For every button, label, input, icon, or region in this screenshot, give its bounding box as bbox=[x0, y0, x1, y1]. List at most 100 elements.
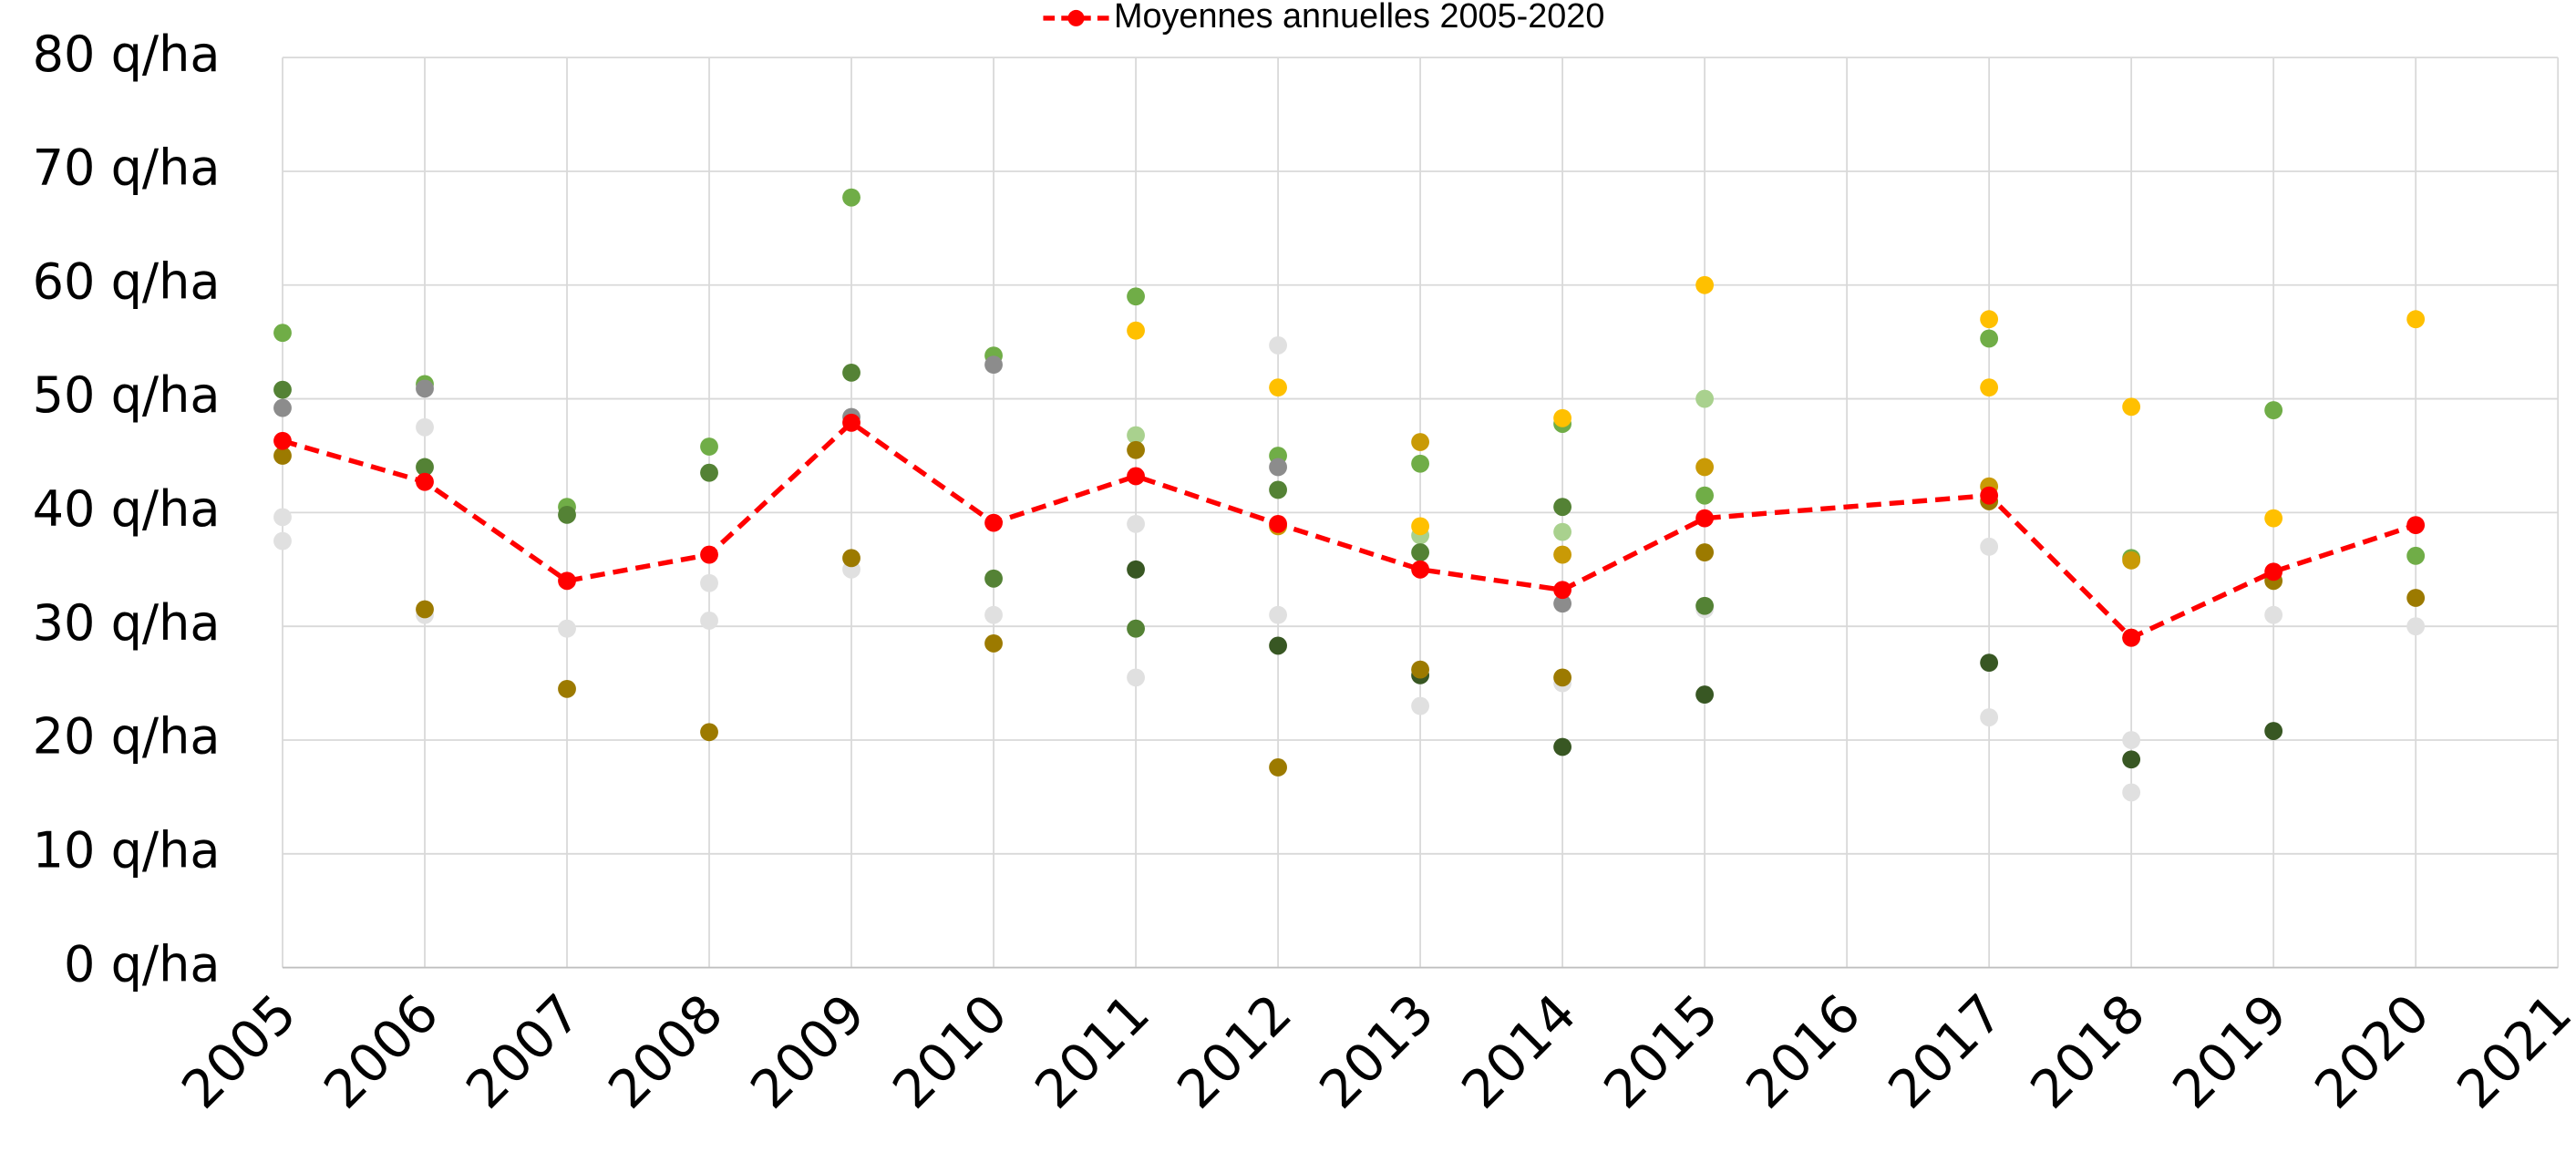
yield-point bbox=[2406, 589, 2426, 607]
y-tick-label: 50 q/ha bbox=[33, 366, 221, 424]
yield-point bbox=[1695, 543, 1715, 561]
yield-point bbox=[842, 549, 860, 568]
yield-point bbox=[2406, 546, 2426, 565]
yield-point bbox=[2122, 731, 2141, 749]
yield-point bbox=[273, 380, 292, 399]
yield-point bbox=[1269, 605, 1287, 624]
yield-point bbox=[2264, 509, 2283, 528]
yield-point bbox=[1269, 758, 1287, 777]
yield-point bbox=[1980, 329, 1999, 348]
yield-point bbox=[1695, 486, 1715, 505]
yield-point bbox=[1980, 537, 1999, 556]
yield-point bbox=[1553, 545, 1572, 564]
y-tick-label: 40 q/ha bbox=[33, 480, 221, 538]
yield-point bbox=[984, 355, 1003, 375]
average-point bbox=[558, 571, 576, 591]
yield-point bbox=[1127, 560, 1145, 579]
yield-point bbox=[273, 508, 292, 527]
yield-point bbox=[1411, 696, 1429, 715]
average-point bbox=[416, 472, 434, 491]
x-tick-label: 2009 bbox=[738, 983, 877, 1121]
yield-point bbox=[2264, 605, 2283, 624]
yield-point bbox=[558, 619, 576, 638]
yield-point bbox=[273, 447, 292, 465]
yield-point bbox=[1269, 336, 1287, 355]
legend-marker bbox=[1067, 9, 1085, 26]
average-point bbox=[700, 545, 718, 564]
yield-point bbox=[558, 505, 576, 524]
average-point bbox=[1411, 560, 1429, 579]
yield-point bbox=[2122, 550, 2141, 570]
y-tick-label: 60 q/ha bbox=[33, 252, 221, 310]
yield-point bbox=[416, 600, 434, 619]
x-tick-label: 2013 bbox=[1307, 983, 1446, 1121]
x-tick-label: 2018 bbox=[2018, 983, 2157, 1121]
yield-point bbox=[1411, 660, 1429, 679]
yield-point bbox=[1127, 287, 1145, 306]
yield-point bbox=[1553, 522, 1572, 541]
x-tick-label: 2017 bbox=[1876, 983, 2014, 1121]
yield-point bbox=[273, 398, 292, 417]
yield-point bbox=[1980, 653, 1999, 673]
yield-point bbox=[842, 363, 860, 382]
yield-point bbox=[273, 324, 292, 343]
y-tick-label: 10 q/ha bbox=[33, 821, 221, 879]
legend-label: Moyennes annuelles 2005-2020 bbox=[1114, 0, 1604, 36]
yield-point bbox=[2122, 783, 2141, 802]
x-tick-label: 2005 bbox=[170, 983, 308, 1121]
x-tick-label: 2020 bbox=[2303, 983, 2441, 1121]
yield-point bbox=[700, 723, 718, 742]
average-point bbox=[1127, 467, 1145, 486]
yield-point bbox=[1553, 594, 1572, 613]
yield-point bbox=[842, 188, 860, 207]
yield-point bbox=[700, 612, 718, 630]
average-point bbox=[2264, 562, 2283, 581]
yield-point bbox=[984, 569, 1003, 588]
yield-point bbox=[2406, 617, 2426, 636]
yield-point bbox=[2264, 722, 2283, 740]
yield-point bbox=[416, 458, 434, 477]
yield-point bbox=[2406, 310, 2426, 329]
yield-point bbox=[1553, 737, 1572, 756]
x-tick-label: 2021 bbox=[2445, 983, 2576, 1121]
y-tick-label: 80 q/ha bbox=[33, 26, 221, 83]
y-tick-label: 0 q/ha bbox=[64, 935, 220, 993]
yield-point bbox=[1411, 433, 1429, 451]
yield-point bbox=[1411, 517, 1429, 536]
x-tick-label: 2007 bbox=[454, 983, 592, 1121]
average-point bbox=[984, 513, 1003, 532]
average-point bbox=[842, 413, 860, 432]
yield-point bbox=[1269, 480, 1287, 499]
yield-point bbox=[1553, 668, 1572, 687]
yield-point bbox=[1269, 636, 1287, 655]
yield-point bbox=[984, 605, 1003, 624]
yield-point bbox=[1980, 708, 1999, 726]
yield-point bbox=[700, 573, 718, 592]
x-tick-label: 2006 bbox=[312, 983, 450, 1121]
yield-point bbox=[1127, 321, 1145, 340]
yield-point bbox=[1980, 310, 1999, 329]
average-line bbox=[282, 419, 2417, 641]
x-tick-label: 2012 bbox=[1165, 983, 1303, 1121]
yield-point bbox=[1695, 596, 1715, 615]
yield-point bbox=[1553, 408, 1572, 427]
x-tick-label: 2014 bbox=[1449, 983, 1588, 1121]
yield-point bbox=[1127, 514, 1145, 533]
average-point bbox=[1695, 509, 1715, 528]
average-point bbox=[1980, 486, 1999, 505]
y-tick-label: 70 q/ha bbox=[33, 139, 221, 197]
y-tick-label: 20 q/ha bbox=[33, 708, 221, 766]
yield-point bbox=[1411, 454, 1429, 473]
yield-point bbox=[1127, 426, 1145, 445]
yield-point bbox=[984, 634, 1003, 653]
yield-point bbox=[1127, 668, 1145, 687]
yield-point bbox=[273, 531, 292, 550]
y-tick-label: 30 q/ha bbox=[33, 594, 221, 652]
yield-point bbox=[1695, 685, 1715, 705]
yield-point bbox=[2122, 397, 2141, 417]
yield-point bbox=[700, 437, 718, 456]
average-point bbox=[2122, 628, 2141, 647]
yield-point bbox=[700, 463, 718, 482]
average-point bbox=[1269, 514, 1287, 533]
average-point bbox=[1553, 581, 1572, 600]
